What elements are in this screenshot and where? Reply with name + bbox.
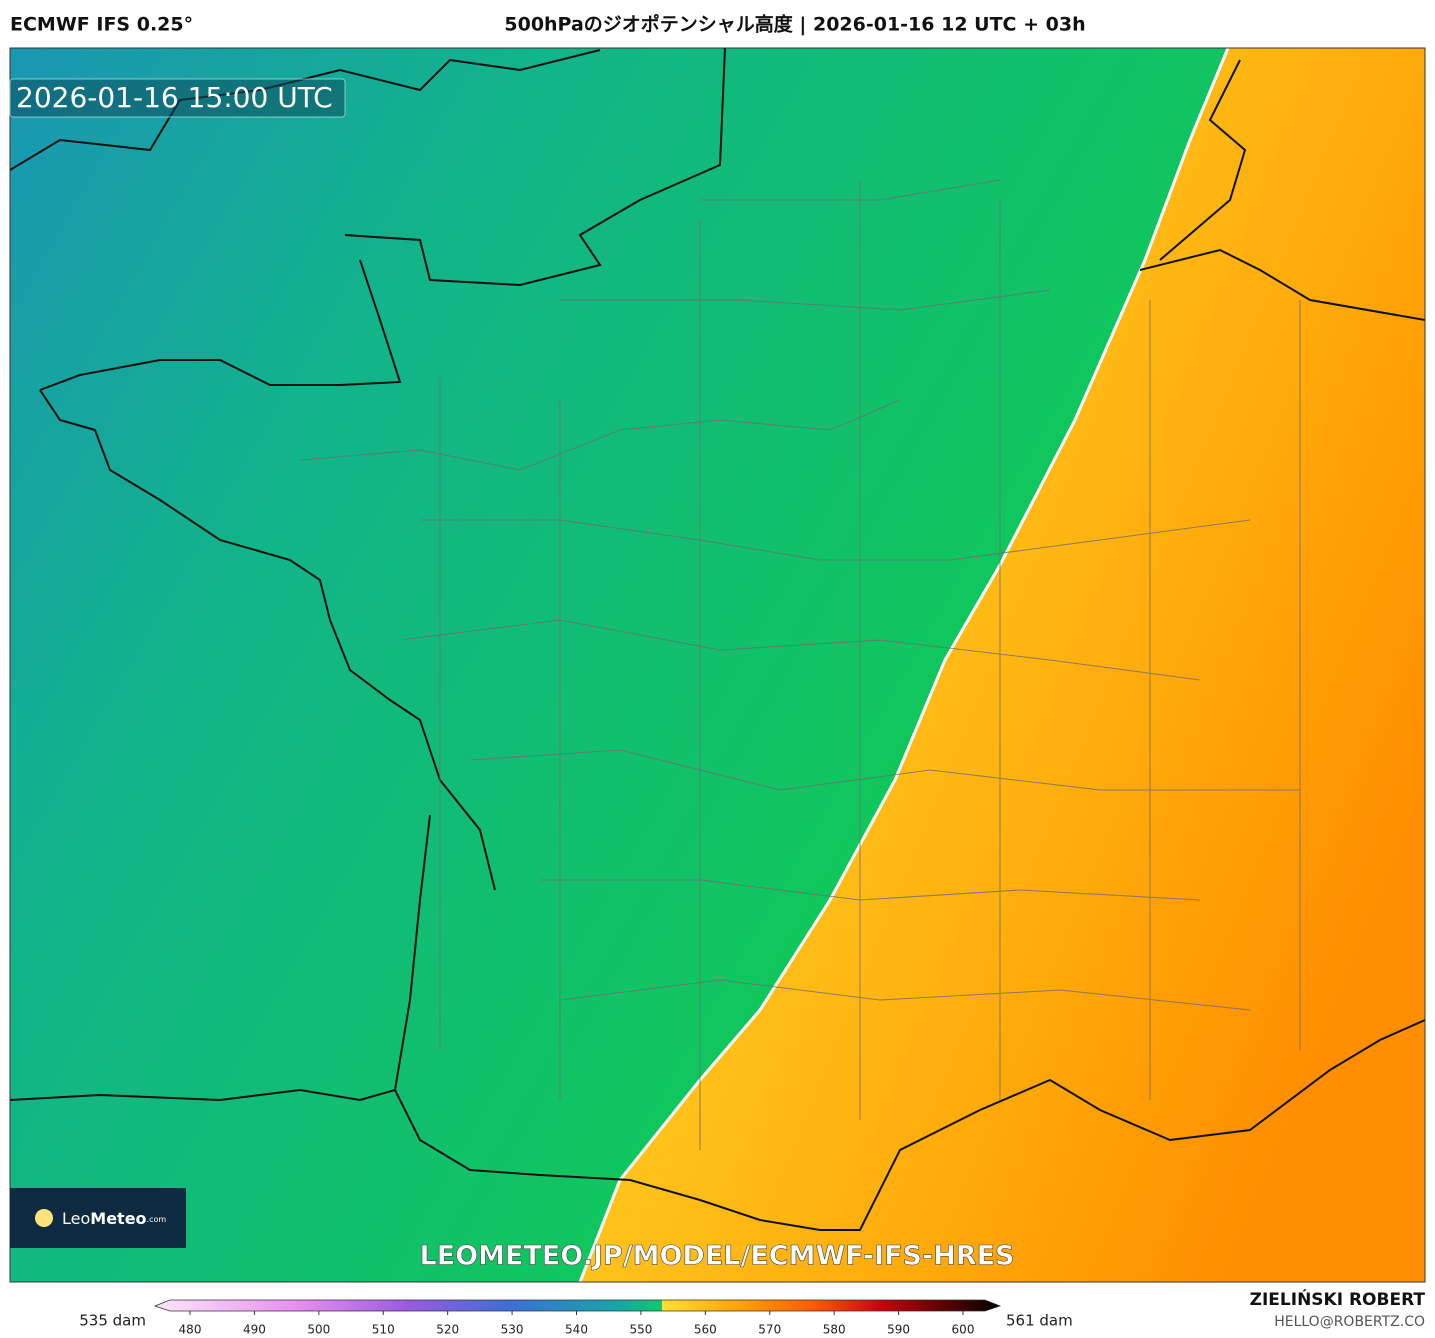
map xyxy=(10,48,1425,1282)
model-name: ECMWF IFS 0.25° xyxy=(10,14,193,36)
colorbar-tick-label: 520 xyxy=(436,1323,459,1337)
author: ZIELIŃSKI ROBERT xyxy=(1250,1288,1426,1310)
map-frame xyxy=(9,47,1426,1283)
colorbar-tick-label: 480 xyxy=(179,1323,202,1337)
colorbar-tick-label: 510 xyxy=(372,1323,395,1337)
logo-text: LeoMeteo.com xyxy=(62,1209,166,1228)
colorbar-tick-label: 600 xyxy=(952,1323,975,1337)
logo-suffix: .com xyxy=(147,1215,167,1224)
colorbar-tick-label: 500 xyxy=(307,1323,330,1337)
colorbar-tick-label: 530 xyxy=(501,1323,524,1337)
chart-title: 500hPaのジオポテンシャル高度 | 2026-01-16 12 UTC + … xyxy=(504,13,1085,36)
colorbar xyxy=(153,1299,1002,1312)
region-borders xyxy=(299,179,1301,1150)
colorbar-tick-label: 570 xyxy=(758,1323,781,1337)
colorbar-tick-label: 550 xyxy=(629,1323,652,1337)
colorbar-tick-label: 560 xyxy=(694,1323,717,1337)
contour-line xyxy=(578,48,1230,1282)
logo-bold: Meteo xyxy=(90,1209,146,1228)
colorbar-min-label: 535 dam xyxy=(79,1312,146,1330)
colorbar-tick-label: 590 xyxy=(887,1323,910,1337)
email: HELLO@ROBERTZ.CO xyxy=(1274,1314,1425,1330)
colorbar-max-label: 561 dam xyxy=(1006,1312,1073,1330)
warm-field xyxy=(580,48,1425,1282)
colorbar-ticks: 480 490 500 510 520 530 540 550 560 570 580 590 600 xyxy=(179,1311,975,1337)
time-box xyxy=(9,78,346,118)
logo-light: Leo xyxy=(62,1209,90,1228)
colorbar-tick-label: 540 xyxy=(565,1323,588,1337)
colorbar-tick-label: 580 xyxy=(823,1323,846,1337)
watermark: LEOMETEO.JP/MODEL/ECMWF-IFS-HRES xyxy=(420,1241,1015,1272)
logo-sun xyxy=(35,1209,53,1227)
colorbar-tick-label: 490 xyxy=(243,1323,266,1337)
valid-time: 2026-01-16 15:00 UTC xyxy=(16,81,333,114)
